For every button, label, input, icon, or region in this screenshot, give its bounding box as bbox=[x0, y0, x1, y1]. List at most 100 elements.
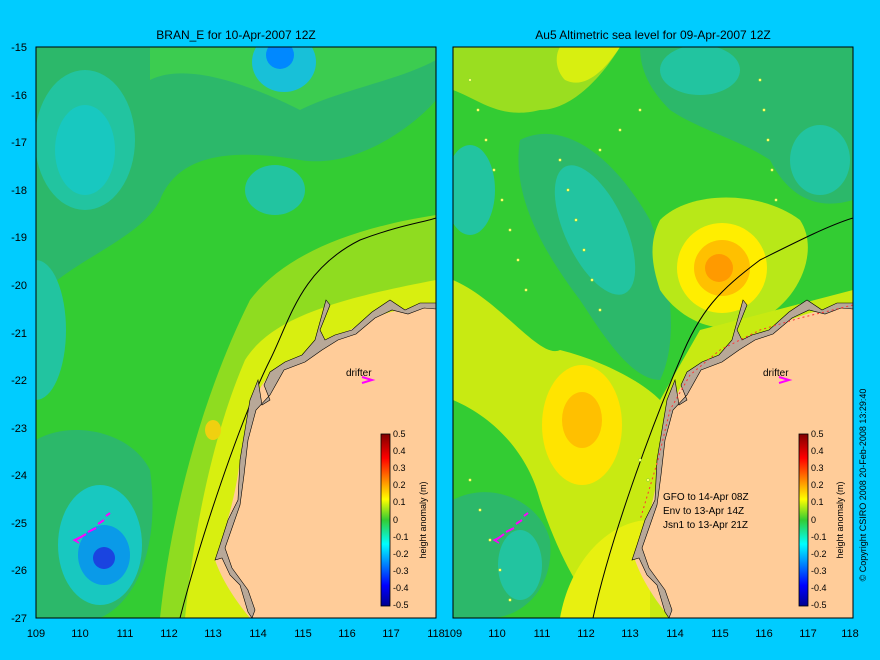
lon-tick-label: 113 bbox=[204, 628, 222, 640]
isobath-line bbox=[592, 217, 853, 618]
lat-tick-label: -23 bbox=[11, 423, 27, 435]
colorbar: 0.5 0.4 0.3 0.2 0.1 0 -0.1 -0.2 -0.3 -0.… bbox=[798, 429, 845, 610]
colorbar-tick-label: -0.5 bbox=[811, 600, 827, 610]
lat-axis-labels: -15 -16 -17 -18 -19 -20 -21 -22 -23 -24 … bbox=[11, 42, 27, 625]
colorbar-tick-label: 0 bbox=[393, 515, 398, 525]
anomaly-yellow-spot bbox=[205, 420, 221, 440]
colorbar-tick-label: -0.2 bbox=[811, 549, 827, 559]
lon-tick-label: 116 bbox=[755, 628, 773, 640]
lon-tick-label: 114 bbox=[249, 628, 267, 640]
map-field: drifter GFO to 14-Apr 08Z Env to 13-Apr … bbox=[453, 47, 853, 618]
lon-tick-label: 112 bbox=[160, 628, 178, 640]
colorbar-tick-label: 0.1 bbox=[393, 497, 406, 507]
lat-tick-label: -20 bbox=[11, 280, 27, 292]
lat-tick-label: -18 bbox=[11, 185, 27, 197]
satellite-note: Env to 13-Apr 14Z bbox=[663, 506, 744, 517]
colorbar-tick-label: -0.5 bbox=[393, 600, 409, 610]
drifter-start-marker bbox=[72, 536, 81, 544]
colorbar-tick-label: 0.5 bbox=[811, 429, 824, 439]
map-frame bbox=[35, 46, 437, 619]
lon-tick-label: 115 bbox=[294, 628, 312, 640]
panel-title: BRAN_E for 10-Apr-2007 12Z bbox=[156, 28, 315, 42]
colorbar-tick-label: -0.4 bbox=[393, 583, 409, 593]
lat-tick-label: -21 bbox=[11, 328, 27, 340]
colorbar-tick-label: -0.2 bbox=[393, 549, 409, 559]
isobath-line bbox=[179, 217, 436, 618]
lon-tick-label: 117 bbox=[382, 628, 400, 640]
anomaly-yellow-north bbox=[556, 47, 620, 83]
anomaly-cyan-ne bbox=[660, 47, 740, 95]
lon-tick-label: 115 bbox=[711, 628, 729, 640]
colorbar-label: height anomaly (m) bbox=[835, 481, 845, 558]
anomaly-orange-south bbox=[562, 392, 602, 448]
lat-tick-label: -26 bbox=[11, 565, 27, 577]
satellite-note: Jsn1 to 13-Apr 21Z bbox=[663, 520, 748, 531]
coast-fringe bbox=[214, 299, 436, 618]
anomaly-blue-lower-core bbox=[93, 547, 115, 569]
colorbar-tick-label: -0.1 bbox=[393, 532, 409, 542]
lon-tick-label: 112 bbox=[577, 628, 595, 640]
lat-tick-label: -25 bbox=[11, 518, 27, 530]
colorbar-scale bbox=[798, 433, 809, 607]
lat-tick-label: -16 bbox=[11, 90, 27, 102]
colorbar-tick-label: 0.3 bbox=[393, 463, 406, 473]
lon-tick-label: 109 bbox=[27, 628, 45, 640]
drifter-current-marker bbox=[778, 376, 793, 384]
anomaly-cyan-central bbox=[554, 165, 636, 295]
lon-tick-label: 109 bbox=[444, 628, 462, 640]
lon-axis-labels: 109 110 111 112 113 114 115 116 117 118 bbox=[444, 628, 859, 640]
drifter-start-marker bbox=[492, 536, 501, 544]
colorbar-tick-label: -0.3 bbox=[393, 566, 409, 576]
map-frame bbox=[452, 46, 854, 619]
copyright-note: © Copyright CSIRO 2008 20-Feb-2008 13:29… bbox=[858, 389, 868, 582]
lon-tick-label: 110 bbox=[71, 628, 89, 640]
lon-tick-label: 111 bbox=[534, 628, 551, 640]
colorbar-tick-label: 0.3 bbox=[811, 463, 824, 473]
lon-tick-label: 113 bbox=[621, 628, 639, 640]
colorbar-scale bbox=[380, 433, 391, 607]
lat-tick-label: -24 bbox=[11, 470, 27, 482]
satellite-note: GFO to 14-Apr 08Z bbox=[663, 492, 749, 503]
colorbar-tick-label: 0.4 bbox=[393, 446, 406, 456]
colorbar-tick-label: 0.5 bbox=[393, 429, 406, 439]
anomaly-region-teal bbox=[36, 47, 436, 300]
panel-au5-altimetric: Au5 Altimetric sea level for 09-Apr-2007… bbox=[444, 28, 859, 640]
anomaly-blue-top-core bbox=[266, 47, 294, 69]
drifter-label: drifter bbox=[763, 368, 789, 379]
lon-axis-labels: 109 110 111 112 113 114 115 116 117 118 bbox=[27, 628, 445, 640]
lat-tick-label: -15 bbox=[11, 42, 27, 54]
colorbar-tick-label: 0.1 bbox=[811, 497, 824, 507]
colorbar-tick-label: -0.4 bbox=[811, 583, 827, 593]
lon-tick-label: 117 bbox=[799, 628, 817, 640]
anomaly-cyan-sw bbox=[498, 530, 542, 600]
anomaly-cyan-west bbox=[453, 145, 495, 235]
lon-tick-label: 118 bbox=[427, 628, 445, 640]
anomaly-cyan-mid bbox=[245, 165, 305, 215]
lat-tick-label: -22 bbox=[11, 375, 27, 387]
colorbar-tick-label: 0.2 bbox=[393, 480, 406, 490]
panel-title: Au5 Altimetric sea level for 09-Apr-2007… bbox=[535, 28, 770, 42]
lon-tick-label: 110 bbox=[488, 628, 506, 640]
lon-tick-label: 111 bbox=[117, 628, 134, 640]
colorbar-tick-label: -0.3 bbox=[811, 566, 827, 576]
anomaly-cyan-left bbox=[36, 260, 66, 400]
lat-tick-label: -19 bbox=[11, 232, 27, 244]
anomaly-cyan-ne2 bbox=[790, 125, 850, 195]
lon-tick-label: 118 bbox=[841, 628, 859, 640]
colorbar-tick-label: 0.2 bbox=[811, 480, 824, 490]
satellite-track-red bbox=[639, 304, 853, 521]
colorbar-tick-label: -0.1 bbox=[811, 532, 827, 542]
lon-tick-label: 114 bbox=[666, 628, 684, 640]
colorbar-tick-label: 0.4 bbox=[811, 446, 824, 456]
colorbar: 0.5 0.4 0.3 0.2 0.1 0 -0.1 -0.2 -0.3 -0.… bbox=[380, 429, 428, 610]
anomaly-cyan-upper-core bbox=[55, 105, 115, 195]
anomaly-darkorange-east bbox=[705, 254, 733, 282]
drifter-track bbox=[75, 512, 111, 541]
colorbar-label: height anomaly (m) bbox=[418, 481, 428, 558]
colorbar-tick-label: 0 bbox=[811, 515, 816, 525]
drifter-current-marker bbox=[361, 376, 376, 384]
lat-tick-label: -27 bbox=[11, 613, 27, 625]
drifter-label: drifter bbox=[346, 368, 372, 379]
lat-tick-label: -17 bbox=[11, 137, 27, 149]
